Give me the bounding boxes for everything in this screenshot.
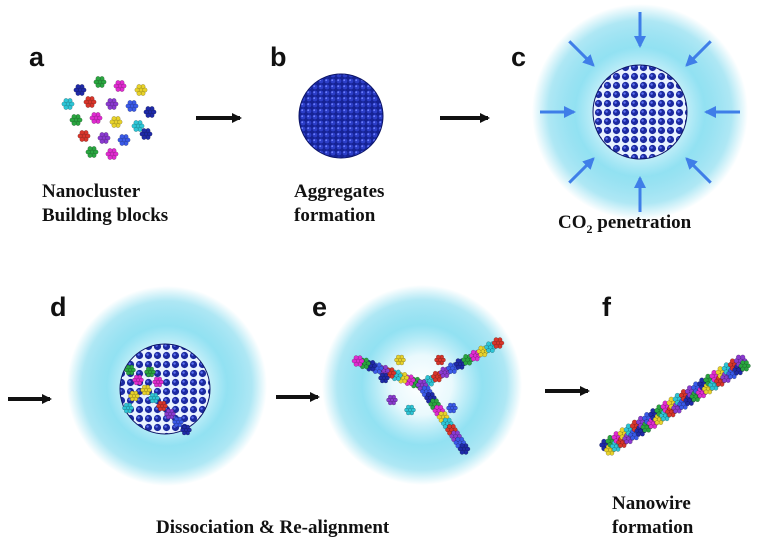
- nanocluster: [73, 84, 87, 96]
- panel-c-penetration-arrows: [540, 12, 740, 212]
- nanocluster: [122, 402, 134, 414]
- caption-b-line-1: Aggregates: [294, 181, 385, 202]
- nanocluster: [131, 120, 145, 132]
- nanocluster: [117, 134, 131, 146]
- panel-letter-d: d: [50, 292, 67, 322]
- panel-c-sphere: [592, 64, 688, 160]
- co2-arrow: [685, 40, 712, 67]
- nanocluster: [105, 148, 119, 160]
- nanocluster: [143, 106, 157, 118]
- caption-a-line-2: Building blocks: [42, 205, 169, 226]
- nanocluster: [640, 421, 653, 433]
- caption-a: Nanocluster Building blocks: [42, 180, 168, 228]
- nanocluster: [89, 112, 103, 124]
- nanocluster: [139, 128, 153, 140]
- nanocluster: [461, 354, 474, 366]
- nanocluster: [491, 337, 505, 349]
- nanocluster: [105, 98, 119, 110]
- panel-e-realigning-clusters: [351, 337, 505, 455]
- nanocluster: [738, 360, 751, 372]
- nanocluster: [125, 100, 139, 112]
- panel-f-nanowire: [599, 354, 751, 456]
- nanocluster: [93, 76, 107, 88]
- caption-b-line-2: formation: [294, 205, 376, 226]
- nanocluster: [69, 114, 83, 126]
- panel-b-aggregate-sphere: [298, 73, 384, 159]
- nanocluster: [85, 146, 99, 158]
- panel-letter-c: c: [511, 42, 527, 72]
- nanocluster: [156, 400, 168, 412]
- nanocluster: [164, 408, 176, 420]
- panel-d-sphere: [119, 343, 211, 435]
- caption-c: CO2 penetration: [558, 211, 691, 241]
- caption-c-rest: penetration: [592, 212, 692, 233]
- panel-d-dissociating-clusters: [122, 364, 192, 436]
- nanocluster: [140, 384, 152, 396]
- nanocluster: [144, 366, 156, 378]
- nanocluster: [109, 116, 123, 128]
- caption-dissociation: Dissociation & Re-alignment: [156, 517, 390, 538]
- nanocluster: [446, 402, 458, 414]
- nanocluster: [124, 364, 136, 376]
- caption-c-line: CO2 penetration: [558, 211, 691, 241]
- nanocluster: [440, 417, 454, 430]
- nanocluster: [180, 424, 192, 436]
- nanocluster: [77, 130, 91, 142]
- nanocluster: [457, 443, 471, 455]
- nanocluster: [386, 394, 398, 406]
- nanocluster: [113, 80, 127, 92]
- nanocluster: [378, 372, 390, 384]
- panel-letter-b: b: [270, 42, 287, 72]
- nanocluster: [83, 96, 97, 108]
- nanocluster: [453, 436, 467, 449]
- co2-arrow: [568, 40, 595, 67]
- caption-f-line-2: formation: [612, 517, 694, 538]
- nanocluster: [351, 355, 365, 367]
- nanocluster: [152, 376, 164, 388]
- nanocluster: [394, 354, 406, 366]
- nanocluster: [128, 390, 140, 402]
- nanocluster: [97, 132, 111, 144]
- panel-letter-e: e: [312, 292, 328, 322]
- panel-letter-a: a: [29, 42, 45, 72]
- caption-b: Aggregates formation: [294, 180, 384, 228]
- caption-a-line-1: Nanocluster: [42, 181, 141, 202]
- caption-c-subscript: 2: [586, 221, 593, 236]
- co2-arrow: [568, 157, 595, 184]
- nanocluster: [132, 374, 144, 386]
- nanocluster: [61, 98, 75, 110]
- caption-f-line-1: Nanowire: [612, 493, 691, 514]
- nanocluster: [134, 84, 148, 96]
- nanocluster: [172, 416, 184, 428]
- co2-arrow: [685, 157, 712, 184]
- nanocluster: [419, 385, 433, 398]
- caption-f: Nanowire formation: [612, 492, 693, 540]
- caption-c-co: CO: [558, 212, 587, 233]
- nanocluster: [434, 354, 446, 366]
- panel-letter-f: f: [602, 292, 611, 322]
- nanocluster: [404, 404, 416, 416]
- nanocluster: [148, 392, 160, 404]
- panel-a-nanoclusters: [61, 76, 157, 160]
